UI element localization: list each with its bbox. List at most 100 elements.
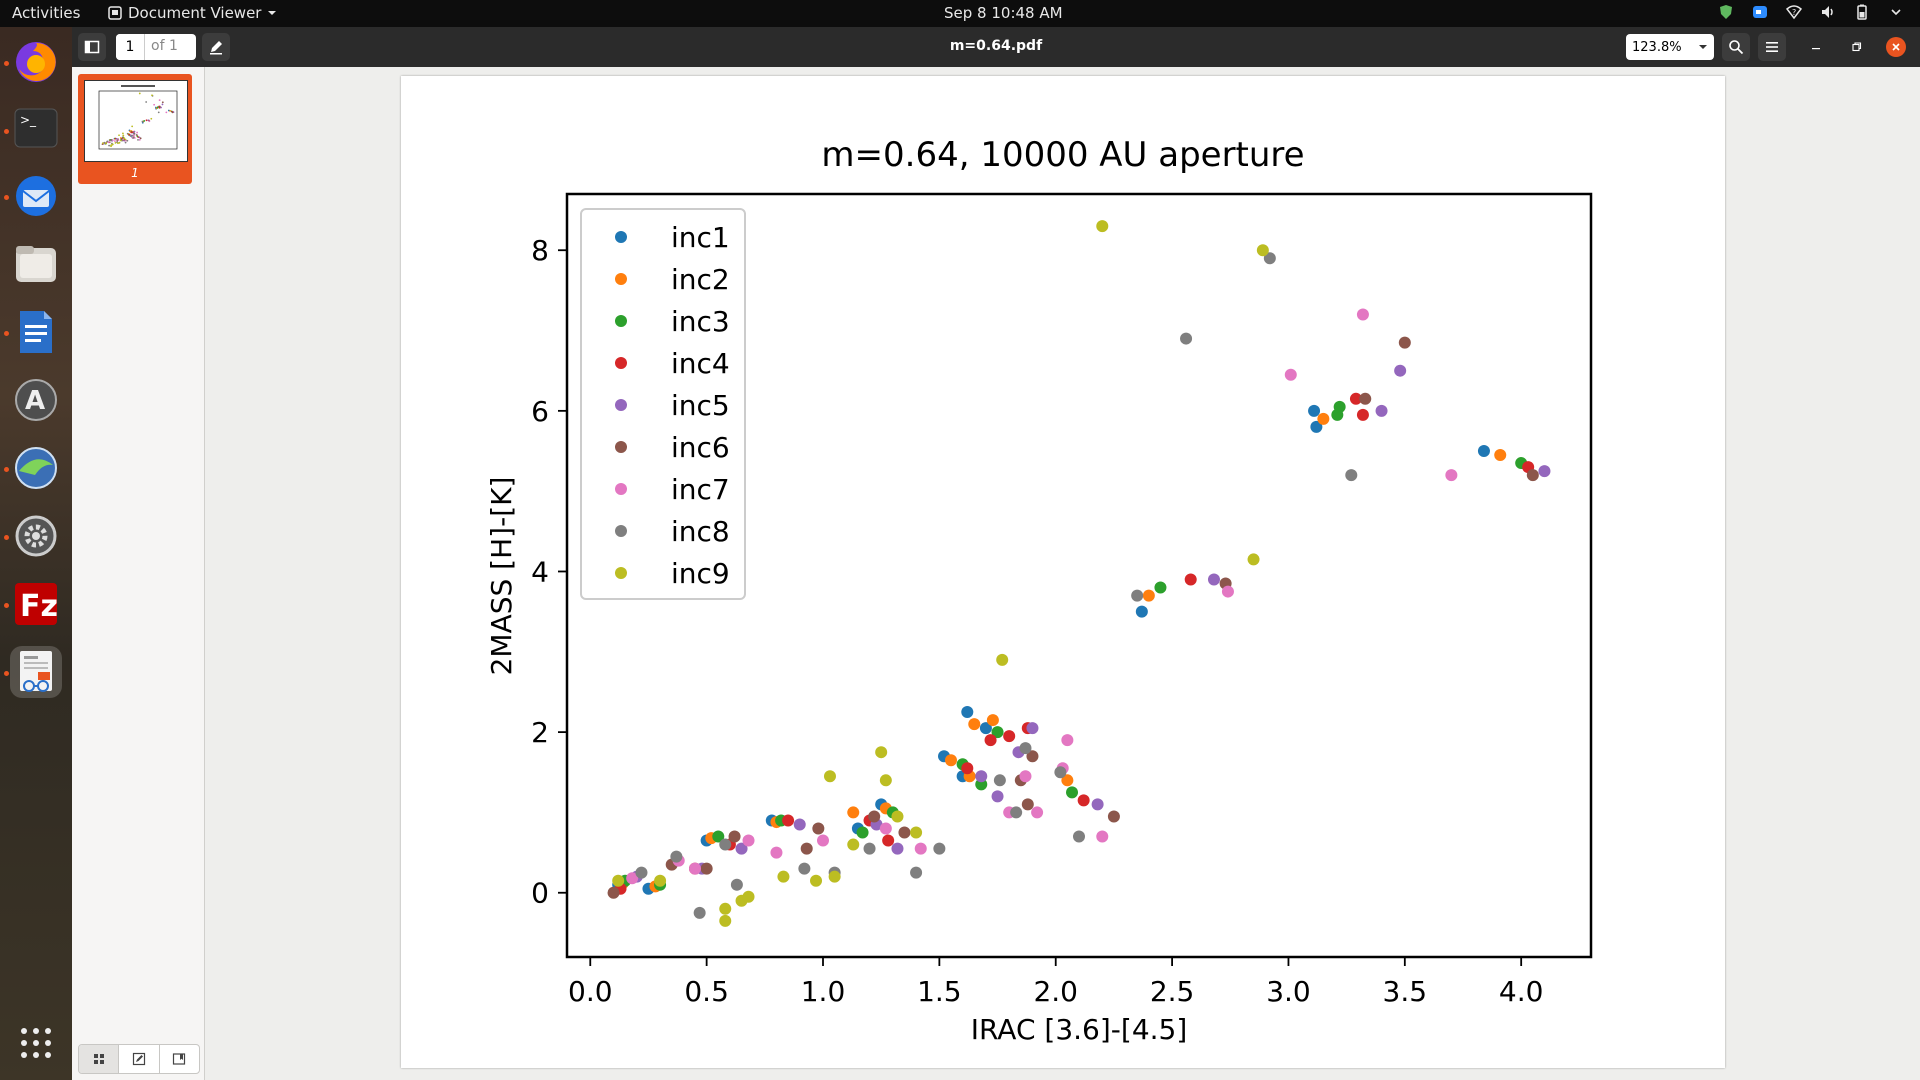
- sidebar-toggle-button[interactable]: [78, 33, 106, 61]
- data-point-inc4: [1077, 794, 1090, 807]
- data-point-inc8: [863, 842, 876, 855]
- dock-filezilla[interactable]: Fz: [10, 578, 62, 630]
- volume-icon[interactable]: [1820, 4, 1836, 20]
- minimize-button[interactable]: [1802, 33, 1830, 61]
- dock-terminal[interactable]: >_: [10, 102, 62, 154]
- thumbnail-point: [102, 142, 104, 145]
- thumbnail-point: [160, 106, 162, 109]
- legend-label-inc7: inc7: [671, 473, 730, 506]
- thumbnail-point: [105, 142, 107, 145]
- shield-icon[interactable]: [1718, 4, 1734, 20]
- app-menu[interactable]: Document Viewer: [108, 4, 277, 22]
- annotate-button[interactable]: [202, 33, 230, 61]
- data-point-inc7: [1221, 585, 1234, 598]
- thumbnail-point: [161, 101, 164, 104]
- data-point-inc1: [979, 722, 992, 735]
- annotations-tab[interactable]: [119, 1045, 160, 1073]
- data-point-inc6: [607, 886, 620, 899]
- system-top-bar: Activities Document Viewer Sep 8 10:48 A…: [0, 0, 1920, 27]
- system-tray[interactable]: ?: [1718, 4, 1904, 20]
- page-thumbnail[interactable]: 1: [78, 74, 192, 184]
- dock-files[interactable]: [10, 238, 62, 290]
- data-point-inc4: [1184, 573, 1197, 586]
- dock-software[interactable]: A: [10, 374, 62, 426]
- legend-label-inc1: inc1: [671, 221, 730, 254]
- x-tick-label: 2.5: [1150, 975, 1195, 1008]
- data-point-inc8: [1180, 332, 1193, 345]
- data-point-inc5: [1394, 364, 1407, 377]
- legend-box: [580, 208, 746, 600]
- document-viewer-icon: [20, 651, 52, 692]
- dock: >_ A Fz: [0, 27, 72, 1080]
- dock-remote-desktop[interactable]: [10, 442, 62, 494]
- files-icon: [16, 246, 56, 282]
- thumbnail-point: [107, 141, 110, 144]
- x-tick-label: 0.5: [684, 975, 729, 1008]
- page-number-input[interactable]: [116, 34, 144, 60]
- data-point-inc6: [728, 830, 741, 843]
- zoom-meeting-icon[interactable]: [1752, 4, 1768, 20]
- thumbnail-point: [133, 134, 135, 137]
- data-point-inc8: [1345, 469, 1358, 482]
- close-icon: [1892, 43, 1900, 51]
- legend-marker-inc3: [615, 315, 627, 327]
- document-view[interactable]: m=0.64, 10000 AU aperture 0.0 0.5 1.0 1.5 2.…: [205, 67, 1920, 1080]
- data-point-inc4: [1003, 730, 1016, 743]
- minimize-icon: [1812, 48, 1820, 50]
- thumbnail-point: [111, 143, 114, 146]
- document-viewer-header: of 1 m=0.64.pdf 123.8%: [72, 27, 1920, 67]
- data-point-inc9: [1096, 220, 1109, 233]
- thumbnail-point: [124, 141, 127, 144]
- dock-show-apps[interactable]: [10, 1017, 62, 1069]
- data-point-inc8: [1019, 742, 1032, 755]
- legend-marker-inc5: [615, 399, 627, 411]
- thumbnail-point: [110, 139, 112, 142]
- clock[interactable]: Sep 8 10:48 AM: [944, 4, 1063, 22]
- data-point-inc9: [910, 826, 923, 839]
- data-point-inc8: [798, 862, 811, 875]
- search-button[interactable]: [1722, 33, 1750, 61]
- close-button[interactable]: [1886, 37, 1906, 57]
- data-point-inc6: [800, 842, 813, 855]
- activities-button[interactable]: Activities: [12, 4, 81, 22]
- data-point-inc6: [1107, 810, 1120, 823]
- data-point-inc9: [891, 810, 904, 823]
- app-menu-label: Document Viewer: [128, 4, 262, 22]
- bookmarks-tab[interactable]: [160, 1045, 199, 1073]
- zoom-selector[interactable]: 123.8%: [1626, 34, 1714, 60]
- data-point-inc2: [968, 718, 981, 731]
- battery-icon[interactable]: [1854, 4, 1870, 20]
- main-menu-button[interactable]: [1758, 33, 1786, 61]
- dock-libreoffice-writer[interactable]: [10, 306, 62, 358]
- dock-firefox[interactable]: [10, 36, 62, 88]
- power-menu-chevron-icon[interactable]: [1888, 4, 1904, 20]
- legend-label-inc9: inc9: [671, 557, 730, 590]
- legend-label-inc8: inc8: [671, 515, 730, 548]
- data-point-inc2: [1061, 774, 1074, 787]
- y-tick-label: 2: [531, 716, 549, 749]
- thumbnail-point: [131, 125, 134, 128]
- y-tick-label: 4: [531, 555, 549, 588]
- dock-document-viewer[interactable]: [10, 646, 62, 698]
- legend-label-inc4: inc4: [671, 347, 730, 380]
- thumbnail-point: [138, 92, 141, 95]
- data-point-inc1: [1477, 445, 1490, 458]
- dock-thunderbird[interactable]: [10, 170, 62, 222]
- data-point-inc7: [689, 862, 701, 875]
- thumbnails-tab[interactable]: [79, 1045, 120, 1073]
- dock-settings[interactable]: [10, 510, 62, 562]
- thumbnail-point: [133, 137, 136, 139]
- maximize-button[interactable]: [1842, 33, 1870, 61]
- data-point-inc9: [879, 774, 892, 787]
- data-point-inc8: [1054, 766, 1067, 779]
- thumbnail-point: [132, 137, 135, 139]
- pdf-page: m=0.64, 10000 AU aperture 0.0 0.5 1.0 1.5 2.…: [401, 76, 1725, 1068]
- data-point-inc8: [1131, 589, 1144, 602]
- thumbnail-point: [158, 99, 161, 102]
- restore-icon: [1852, 42, 1862, 52]
- running-indicator: [4, 129, 9, 134]
- sidebar-icon: [84, 40, 100, 54]
- network-icon[interactable]: ?: [1786, 4, 1802, 20]
- x-tick-label: 0.0: [568, 975, 613, 1008]
- data-point-inc6: [700, 862, 713, 875]
